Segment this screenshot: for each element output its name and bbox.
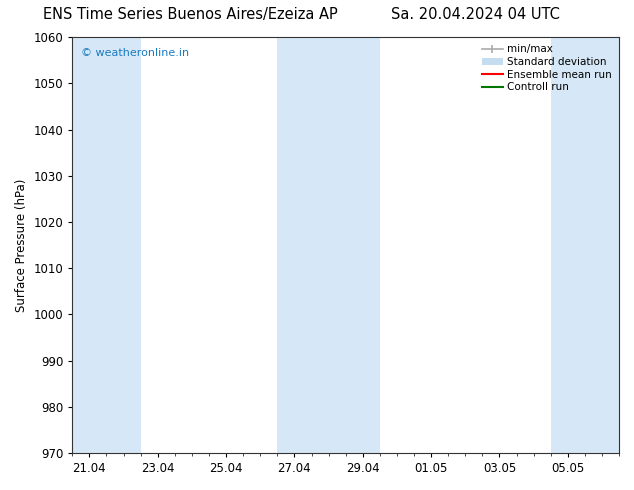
Legend: min/max, Standard deviation, Ensemble mean run, Controll run: min/max, Standard deviation, Ensemble me… bbox=[480, 42, 614, 95]
Bar bbox=[72, 37, 141, 453]
Text: © weatheronline.in: © weatheronline.in bbox=[81, 48, 189, 57]
Text: Sa. 20.04.2024 04 UTC: Sa. 20.04.2024 04 UTC bbox=[391, 7, 560, 23]
Bar bbox=[277, 37, 380, 453]
Y-axis label: Surface Pressure (hPa): Surface Pressure (hPa) bbox=[15, 178, 28, 312]
Bar bbox=[551, 37, 619, 453]
Text: ENS Time Series Buenos Aires/Ezeiza AP: ENS Time Series Buenos Aires/Ezeiza AP bbox=[43, 7, 337, 23]
